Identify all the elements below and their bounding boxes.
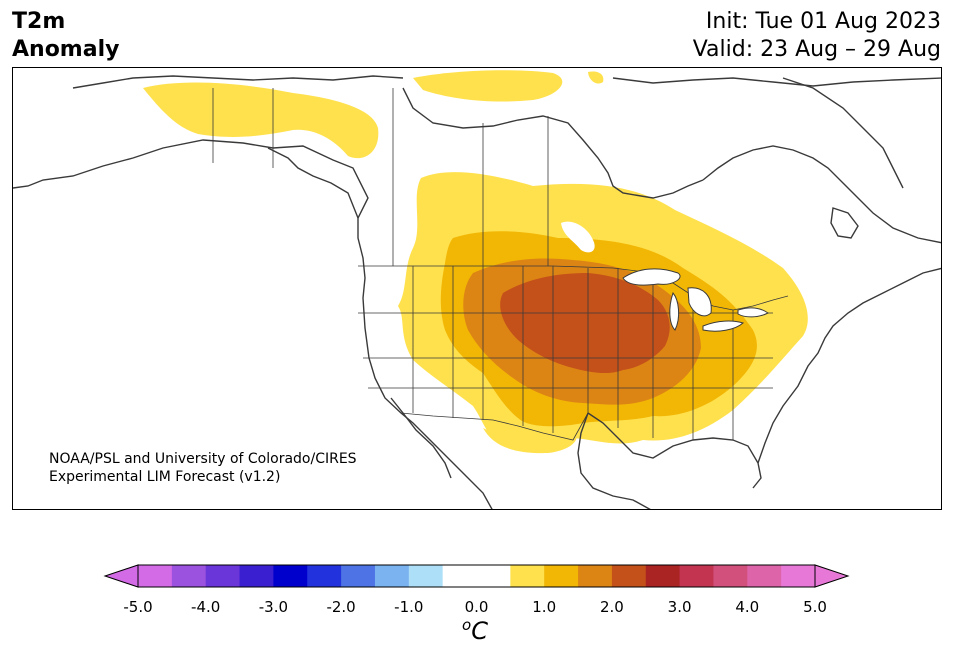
colorbar-cell [171, 565, 207, 587]
baja-coast [390, 397, 452, 479]
anomaly-region-1-0-gulf [483, 428, 577, 454]
colorbar-extend-low [103, 564, 139, 588]
us-mexico-border [400, 412, 589, 441]
colorbar-tick-label: 0.0 [464, 598, 489, 616]
credit-line-2: Experimental LIM Forecast (v1.2) [49, 469, 281, 485]
valid-range: Valid: 23 Aug – 29 Aug [692, 37, 941, 62]
init-date: Init: Tue 01 Aug 2023 [705, 9, 941, 34]
credit-line-1: NOAA/PSL and University of Colorado/CIRE… [49, 451, 357, 467]
great-lakes-gap [561, 221, 595, 253]
lake-huron [687, 287, 712, 317]
colorbar-cell [138, 565, 173, 587]
data-credit: NOAA/PSL and University of Colorado/CIRE… [49, 450, 357, 486]
colorbar-cell [476, 565, 511, 587]
map-title: T2m Anomaly [12, 8, 119, 64]
colorbar-cell [273, 565, 308, 587]
colorbar-cell [374, 565, 410, 587]
colorbar-cell [510, 565, 545, 587]
lake-erie [702, 320, 745, 332]
lake-michigan [669, 292, 680, 331]
unit-superscript: o [462, 616, 472, 634]
colorbar-cell [781, 565, 816, 587]
anomaly-region-1-0-hudson [413, 70, 563, 102]
colorbar-tick-label: -2.0 [326, 598, 356, 616]
anomaly-region-1-0-baffin [588, 71, 604, 84]
colorbar-extend-high [814, 564, 850, 588]
colorbar-tick-label: -5.0 [123, 598, 153, 616]
colorbar-cell [645, 565, 681, 587]
political-borders [212, 88, 789, 441]
colorbar-tick-label: -3.0 [258, 598, 289, 616]
anomaly-region-1-0-nw [143, 82, 379, 159]
state-lines [358, 266, 773, 440]
forecast-dates: Init: Tue 01 Aug 2023 Valid: 23 Aug – 29… [693, 8, 941, 64]
atlantic-coast [757, 267, 941, 464]
title-line-1: T2m [12, 9, 66, 34]
map-panel [12, 67, 942, 510]
colorbar-cell [611, 565, 647, 587]
colorbar-frame [137, 564, 816, 588]
colorbar-tick-label: -1.0 [394, 598, 424, 616]
labrador [702, 145, 941, 244]
colorbar-cell [239, 565, 274, 587]
arctic-islands [72, 75, 941, 89]
title-line-2: Anomaly [12, 37, 120, 62]
colorbar-cell [544, 565, 579, 587]
west-coast [267, 147, 359, 219]
hudson-bay [402, 87, 704, 199]
colorbar-tick-label: 1.0 [532, 598, 557, 616]
great-lakes [622, 268, 769, 332]
colorbar-cell [713, 565, 748, 587]
colorbar-unit: oC [462, 616, 488, 645]
colorbar-cell [578, 565, 613, 587]
colorbar-tick-label: 2.0 [599, 598, 624, 616]
anomaly-region-2-5 [500, 273, 670, 374]
mexico-gulf [577, 412, 651, 509]
colorbar-tick-label: 3.0 [667, 598, 692, 616]
province-lines [212, 88, 549, 266]
colorbar-cells [103, 564, 850, 588]
colorbar-cell [747, 565, 782, 587]
lake-ontario [737, 307, 769, 318]
greenland [782, 77, 904, 189]
coastlines [13, 75, 941, 509]
lake-superior [622, 268, 681, 286]
anomaly-map [13, 70, 941, 509]
colorbar-cell [408, 565, 444, 587]
newfoundland [830, 207, 859, 239]
colorbar-cell [341, 565, 376, 587]
unit-label: C [471, 617, 488, 645]
colorbar-cell [205, 565, 241, 587]
colorbar-tick-label: 5.0 [803, 598, 827, 616]
colorbar-cell [679, 565, 714, 587]
colorbar-tick-label: 4.0 [735, 598, 760, 616]
colorbar-tick-label: -4.0 [191, 598, 221, 616]
colorbar-cell [442, 565, 477, 587]
colorbar-cell [307, 565, 342, 587]
pacific-coast [13, 139, 493, 509]
